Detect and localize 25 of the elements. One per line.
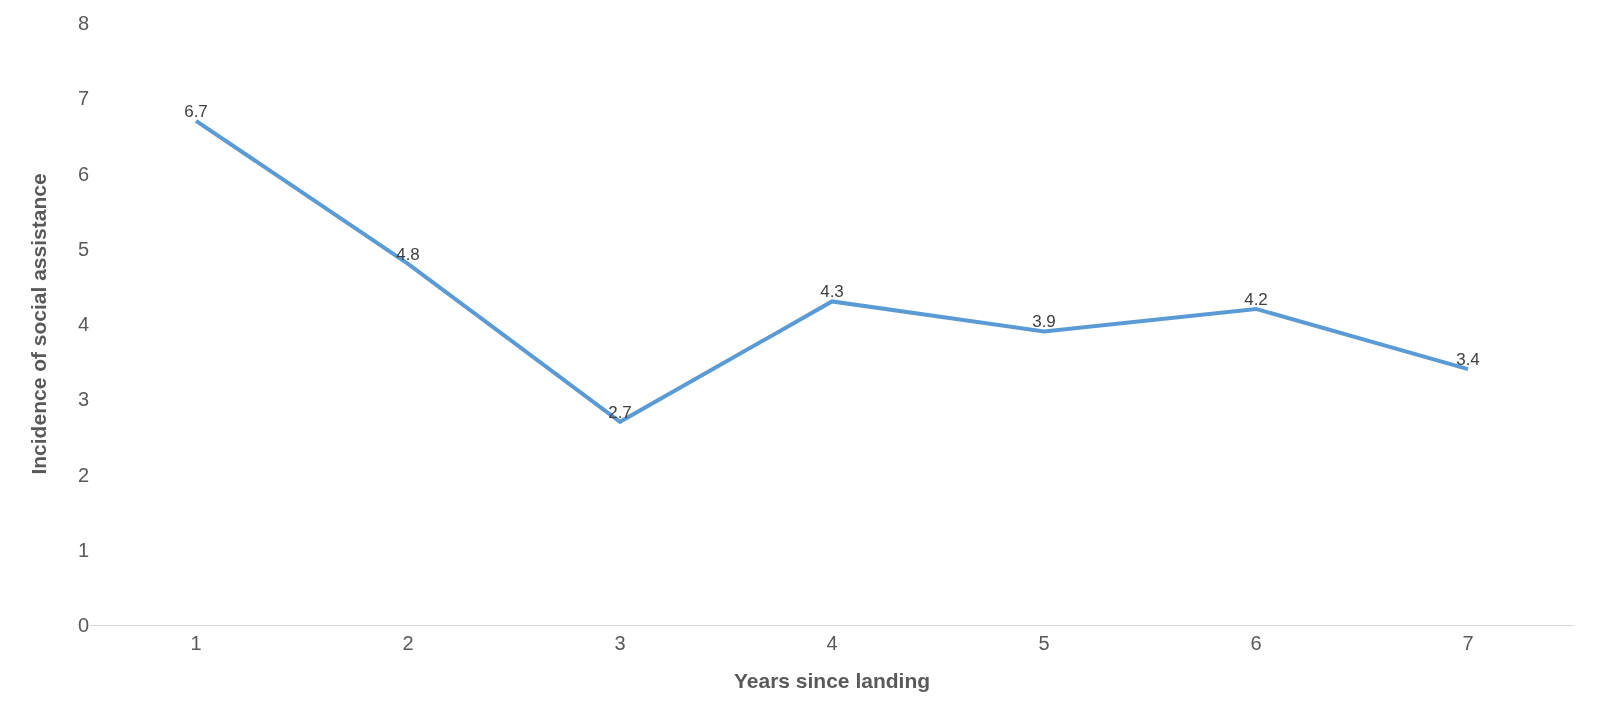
x-tick-label: 6 (1250, 632, 1262, 654)
y-tick-label: 0 (77, 614, 89, 636)
x-tick-label: 4 (826, 632, 838, 654)
x-tick-label: 3 (614, 632, 626, 654)
x-tick-label: 5 (1038, 632, 1050, 654)
x-tick-label: 1 (190, 632, 202, 654)
y-tick-label: 1 (77, 538, 89, 561)
x-tick-label: 7 (1462, 632, 1474, 654)
x-axis-title: Years since landing (733, 669, 931, 693)
data-label: 4.2 (1244, 289, 1268, 309)
y-tick-label: 4 (77, 313, 89, 335)
data-label: 2.7 (608, 402, 632, 422)
data-label: 3.9 (1032, 312, 1056, 332)
y-tick-label: 3 (77, 388, 89, 411)
y-tick-label: 2 (77, 463, 89, 486)
y-tick-label: 6 (77, 162, 89, 185)
y-tick-label: 7 (77, 87, 89, 110)
data-label: 6.7 (184, 101, 208, 121)
data-label: 4.8 (396, 244, 420, 264)
y-tick-label: 5 (77, 237, 89, 260)
data-label: 3.4 (1456, 349, 1480, 369)
x-tick-label: 2 (402, 632, 414, 654)
data-label: 4.3 (820, 282, 844, 302)
y-tick-label: 8 (77, 12, 89, 34)
y-axis-title: Incidence of social assistance (27, 173, 51, 475)
